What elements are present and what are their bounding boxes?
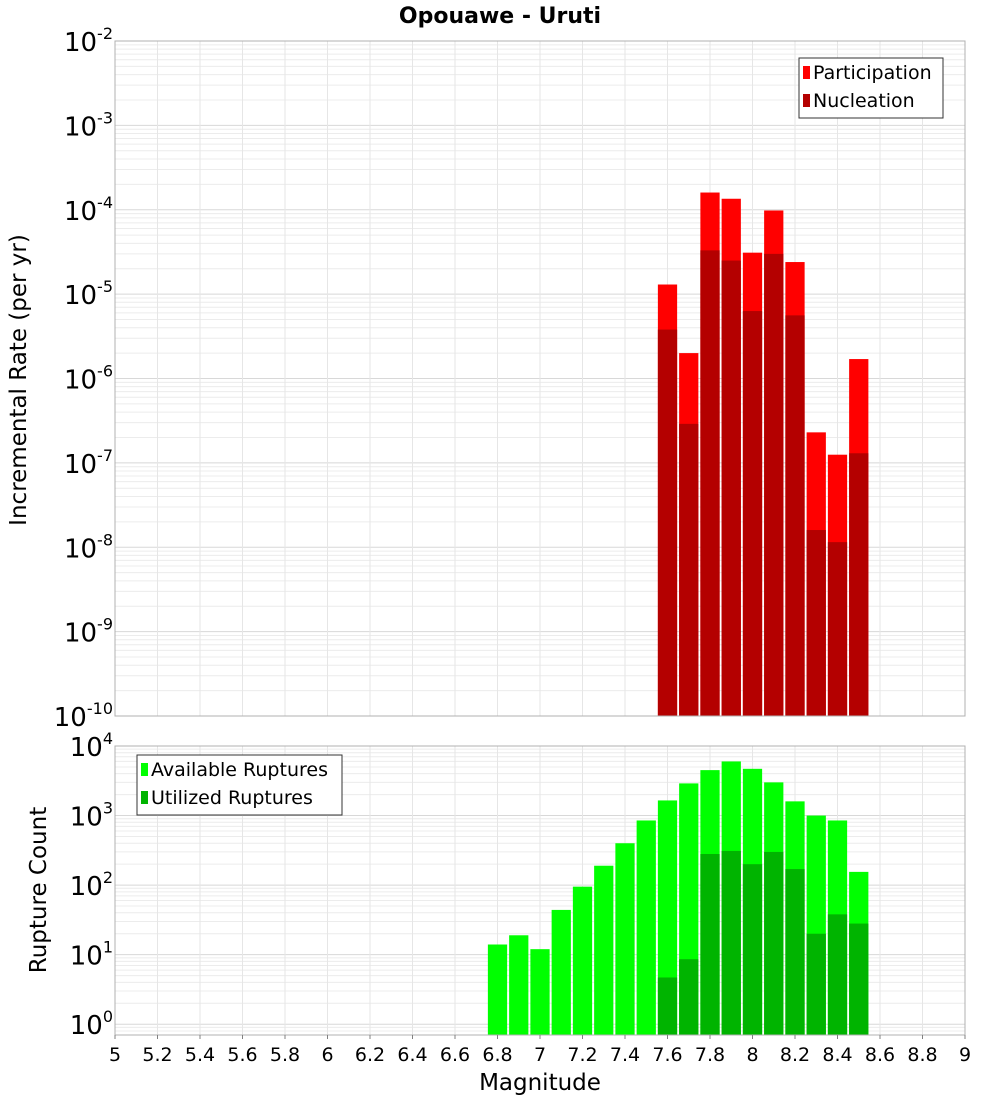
x-tick-label: 6.8 [482, 1044, 512, 1066]
bottom-bar-utilized-ruptures [657, 977, 678, 1035]
x-tick-label: 5.2 [142, 1044, 172, 1066]
top-legend-swatch [803, 66, 810, 79]
bottom-bar-utilized-ruptures [764, 851, 784, 1035]
bottom-bar-utilized-ruptures [679, 959, 699, 1035]
chart-title: Opouawe - Uruti [399, 4, 601, 29]
bottom-legend-swatch [141, 791, 148, 804]
bottom-bar-available-ruptures [551, 909, 571, 1035]
x-tick-label: 7 [534, 1044, 546, 1066]
bottom-legend-label: Utilized Ruptures [151, 787, 313, 809]
bottom-bar-utilized-ruptures [827, 914, 848, 1035]
top-gridlines [114, 40, 966, 717]
top-bar-nucleation [827, 542, 848, 716]
top-bar-nucleation [700, 250, 720, 717]
top-legend-label: Nucleation [813, 90, 915, 112]
bottom-bar-available-ruptures [615, 843, 635, 1035]
top-bar-nucleation [679, 423, 699, 716]
top-y-tick-label: 10-3 [64, 108, 113, 142]
bottom-bar-utilized-ruptures [806, 933, 826, 1035]
top-y-tick-label: 10-10 [54, 699, 113, 733]
x-tick-label: 5.4 [185, 1044, 215, 1066]
x-tick-label: 6.4 [397, 1044, 427, 1066]
bottom-bar-utilized-ruptures [742, 864, 763, 1035]
bottom-legend-box [136, 754, 343, 816]
top-bar-nucleation [806, 530, 826, 716]
top-bar-nucleation [721, 260, 741, 716]
top-bar-nucleation [742, 311, 763, 716]
top-bar-nucleation [785, 315, 805, 716]
x-tick-label: 8 [746, 1044, 758, 1066]
x-tick-label: 6.2 [355, 1044, 385, 1066]
top-y-tick-label: 10-2 [64, 24, 113, 58]
bottom-y-tick-label: 101 [70, 938, 113, 972]
top-legend-swatch [803, 94, 810, 107]
bottom-legend-label: Available Ruptures [151, 759, 328, 781]
bottom-y-tick-label: 103 [70, 799, 113, 833]
x-tick-label: 6.6 [440, 1044, 470, 1066]
x-axis-label: Magnitude [479, 1070, 601, 1096]
top-y-tick-label: 10-5 [64, 277, 113, 311]
x-tick-label: 7.6 [652, 1044, 682, 1066]
bottom-bar-utilized-ruptures [849, 923, 869, 1035]
top-bar-nucleation [849, 453, 869, 716]
bottom-bar-available-ruptures [530, 949, 550, 1035]
x-tick-label: 7.2 [567, 1044, 597, 1066]
x-tick-label: 5.8 [270, 1044, 300, 1066]
bottom-bar-available-ruptures [572, 886, 593, 1035]
top-y-tick-label: 10-9 [64, 615, 113, 649]
x-tick-label: 8.8 [907, 1044, 937, 1066]
bottom-bar-utilized-ruptures [721, 850, 741, 1035]
bottom-bar-utilized-ruptures [785, 869, 805, 1035]
top-y-tick-label: 10-8 [64, 530, 113, 564]
x-tick-label: 7.8 [695, 1044, 725, 1066]
bottom-y-tick-label: 104 [70, 729, 113, 763]
bottom-y-axis-label: Rupture Count [26, 807, 52, 973]
bottom-bar-available-ruptures [657, 800, 678, 1035]
top-y-tick-label: 10-6 [64, 362, 113, 396]
bottom-y-tick-label: 100 [70, 1007, 113, 1041]
x-tick-label: 5.6 [227, 1044, 257, 1066]
top-y-tick-label: 10-7 [64, 446, 113, 480]
top-bar-nucleation [764, 253, 784, 716]
bottom-bar-available-ruptures [487, 944, 508, 1035]
top-plot-frame [114, 40, 966, 717]
x-tick-label: 8.2 [780, 1044, 810, 1066]
bottom-bar-available-ruptures [594, 865, 614, 1035]
x-tick-label: 6 [321, 1044, 333, 1066]
x-tick-label: 8.4 [822, 1044, 852, 1066]
x-tick-label: 9 [959, 1044, 971, 1066]
bottom-bar-available-ruptures [636, 820, 656, 1035]
bottom-legend-swatch [141, 763, 148, 776]
x-tick-label: 8.6 [865, 1044, 895, 1066]
top-bar-nucleation [657, 329, 678, 716]
top-legend-box [798, 57, 944, 119]
x-tick-label: 5 [109, 1044, 121, 1066]
bottom-y-tick-label: 102 [70, 868, 113, 902]
top-legend-label: Participation [813, 62, 932, 84]
x-tick-label: 7.4 [610, 1044, 640, 1066]
top-y-tick-label: 10-4 [64, 193, 113, 227]
bottom-bar-utilized-ruptures [700, 854, 720, 1035]
top-y-axis-label: Incremental Rate (per yr) [6, 234, 32, 526]
bottom-bar-available-ruptures [509, 935, 529, 1035]
